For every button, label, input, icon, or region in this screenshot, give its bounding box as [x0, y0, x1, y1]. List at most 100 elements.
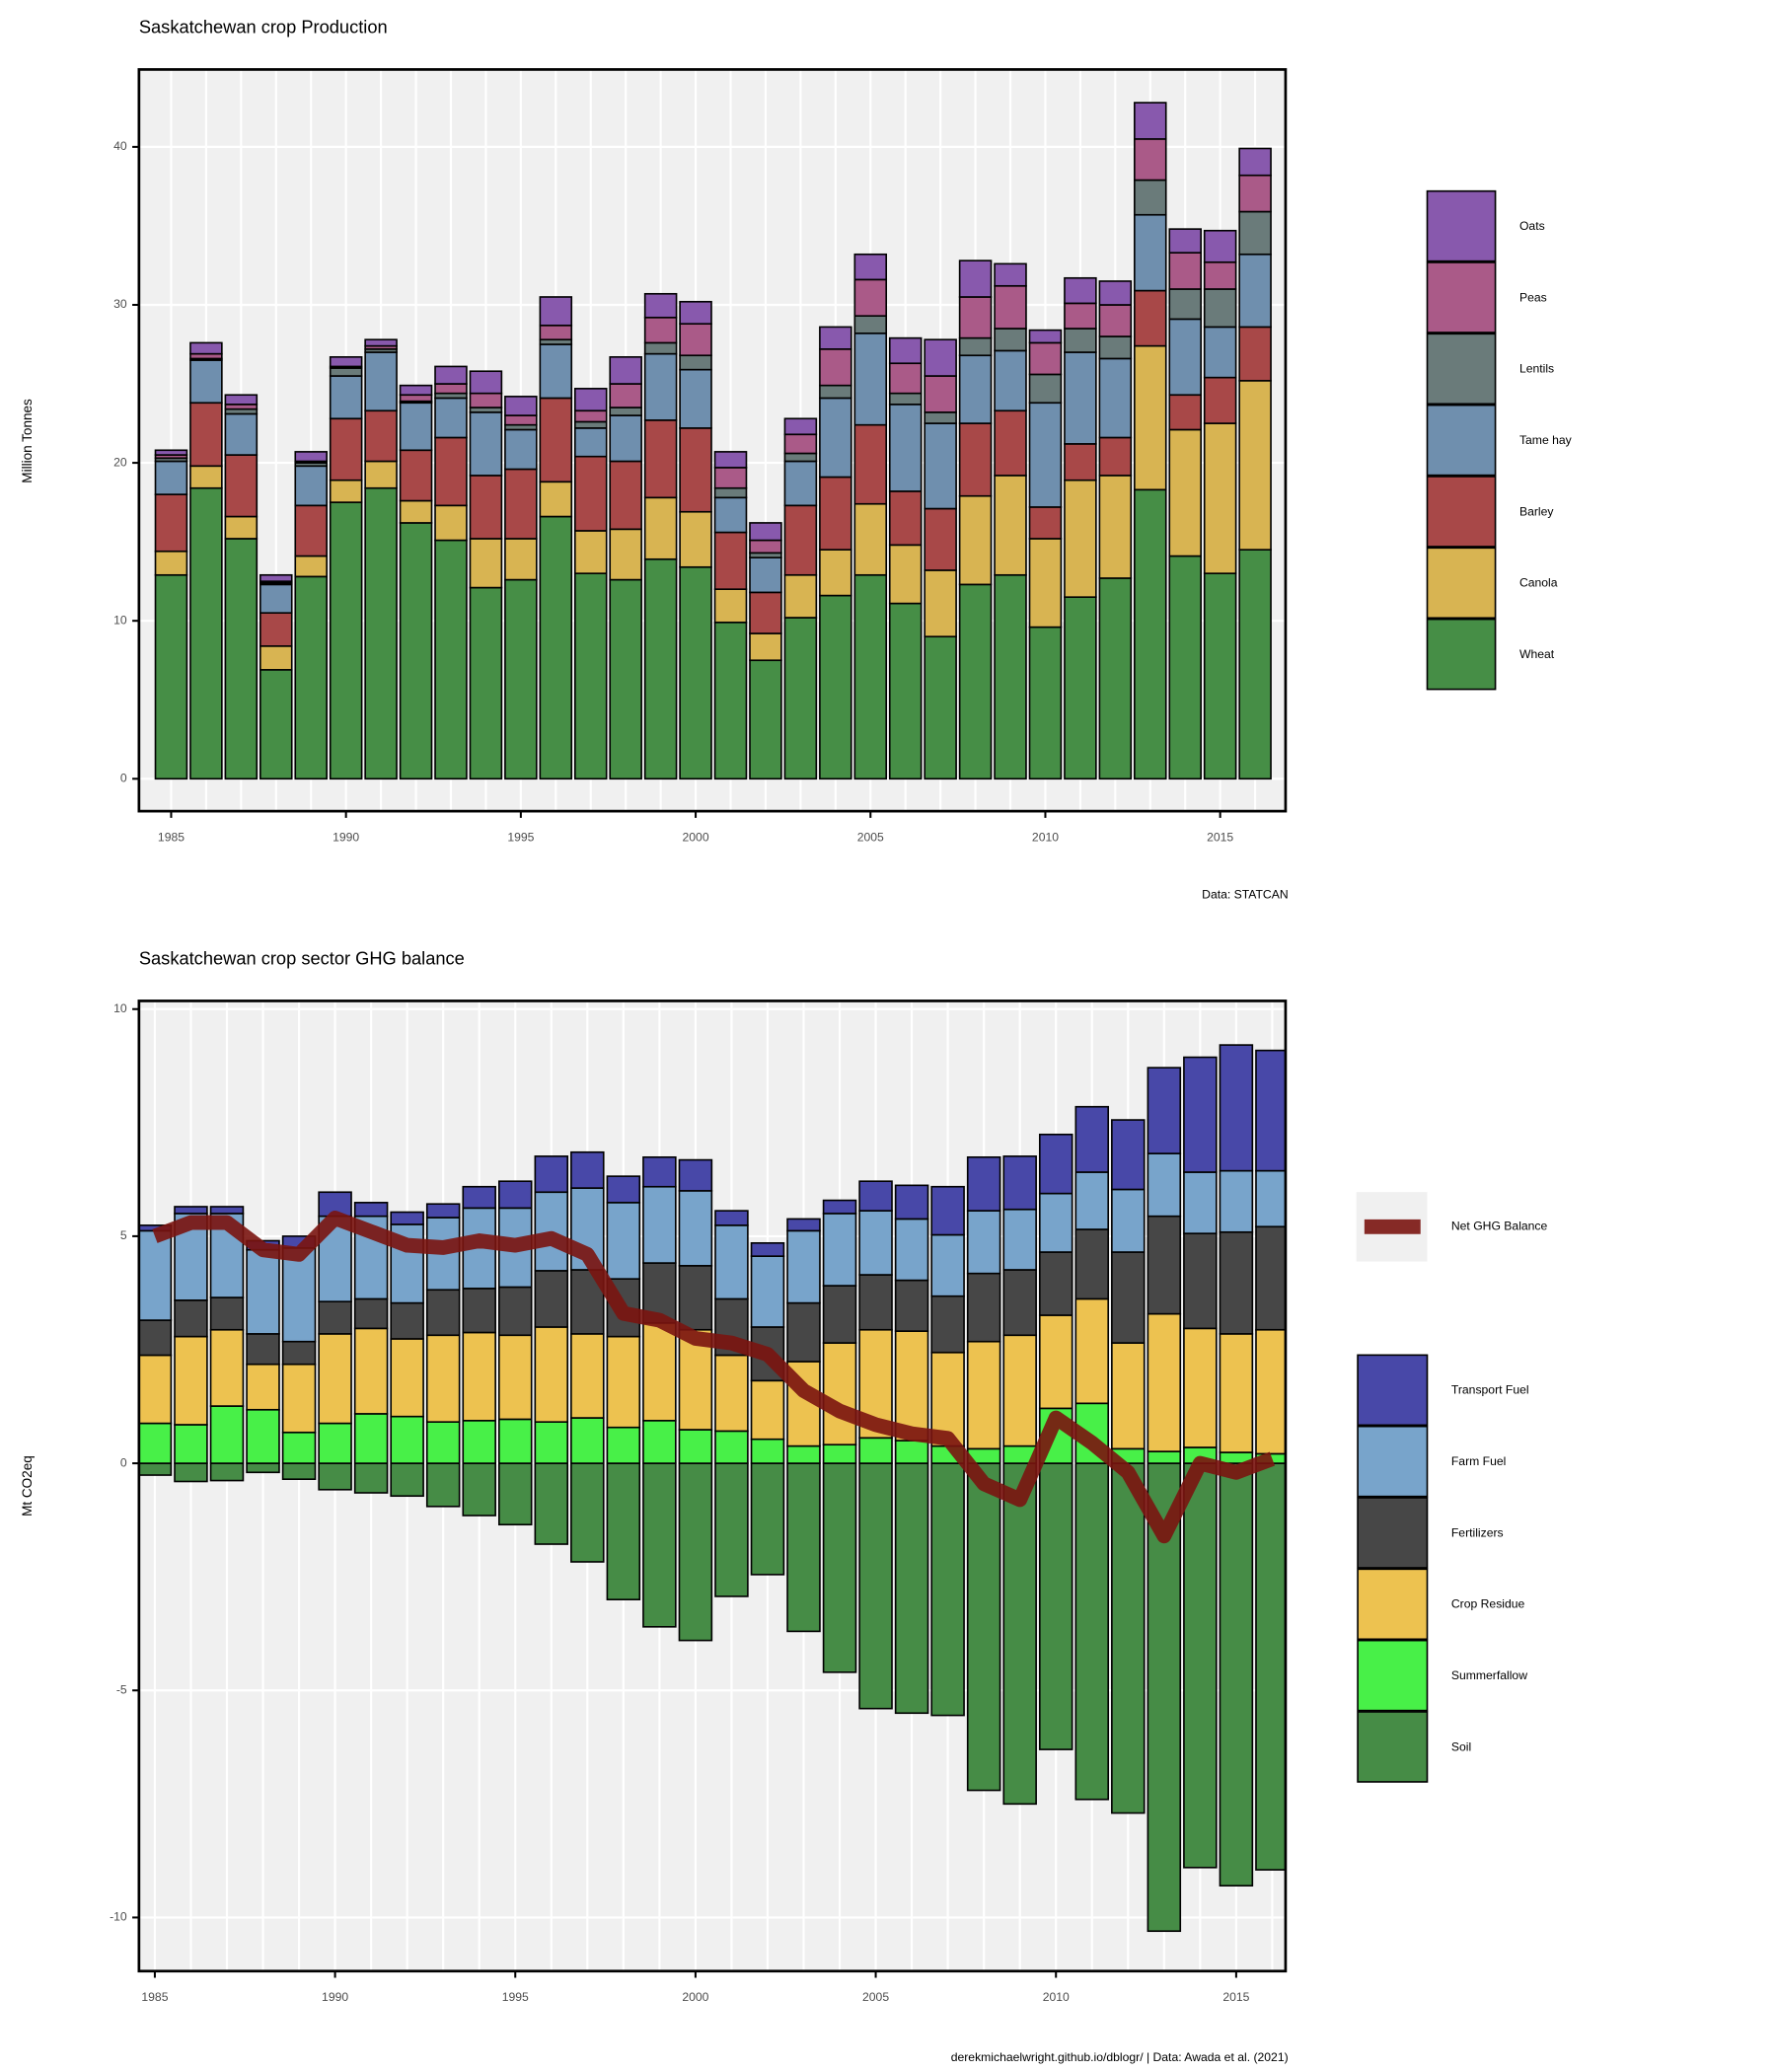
- bar: [888, 336, 923, 365]
- bar: [573, 530, 608, 574]
- bar: [1147, 1312, 1182, 1452]
- bar: [246, 1462, 280, 1474]
- bar: [679, 427, 712, 513]
- bar: [1203, 326, 1237, 379]
- bar: [888, 544, 923, 605]
- bar: [224, 515, 259, 540]
- bar: [958, 422, 993, 497]
- bar: [154, 449, 188, 456]
- bar: [209, 1405, 245, 1464]
- bar: [570, 1333, 605, 1419]
- bar: [1238, 147, 1272, 177]
- bar: [224, 538, 259, 780]
- bar: [1203, 229, 1237, 263]
- bar: [750, 1241, 785, 1257]
- bar: [353, 1202, 389, 1218]
- bar: [1219, 1333, 1254, 1453]
- bar: [209, 1328, 245, 1407]
- bar: [246, 1333, 280, 1366]
- bar: [534, 1155, 569, 1194]
- y-tick-label: 5: [120, 1228, 127, 1242]
- bar: [679, 510, 712, 568]
- bar: [853, 332, 888, 426]
- bar: [966, 1272, 1001, 1343]
- bar: [469, 370, 503, 395]
- bar: [497, 1180, 533, 1210]
- bar: [858, 1437, 893, 1464]
- bar: [1147, 1215, 1182, 1315]
- bar: [573, 427, 608, 458]
- bar: [642, 1462, 677, 1628]
- bar: [994, 284, 1027, 330]
- plot-border: [137, 68, 1288, 813]
- bar: [749, 539, 782, 555]
- bar: [1168, 318, 1202, 397]
- bar: [966, 1340, 1001, 1450]
- bar: [1074, 1105, 1110, 1173]
- bar: [318, 1300, 352, 1335]
- bar: [1134, 488, 1167, 780]
- bar: [534, 1462, 569, 1545]
- bar: [958, 494, 993, 586]
- bar: [609, 460, 642, 531]
- bar: [713, 496, 748, 534]
- bar: [434, 539, 468, 780]
- bar: [1111, 1342, 1146, 1450]
- bar: [353, 1327, 389, 1415]
- bar: [390, 1415, 424, 1464]
- bar: [1219, 1462, 1254, 1887]
- bar: [1203, 572, 1237, 780]
- bar: [930, 1295, 965, 1354]
- bar: [924, 507, 957, 571]
- legend-label: Barley: [1519, 504, 1554, 518]
- bar: [174, 1462, 208, 1483]
- y-tick-label: -5: [116, 1682, 127, 1696]
- chart-title: Saskatchewan crop sector GHG balance: [139, 947, 465, 968]
- legend-label: Crop Residue: [1451, 1597, 1525, 1611]
- bar: [1255, 1169, 1286, 1228]
- bar: [958, 336, 993, 357]
- bar: [643, 496, 678, 560]
- bar: [930, 1233, 965, 1297]
- bar: [294, 465, 328, 507]
- bar: [858, 1274, 893, 1331]
- bar: [606, 1462, 641, 1600]
- bar: [504, 428, 538, 471]
- bar: [138, 1319, 173, 1357]
- bar: [390, 1301, 424, 1340]
- bar: [858, 1210, 893, 1276]
- bar: [678, 1429, 713, 1464]
- bar: [606, 1202, 641, 1280]
- bar: [783, 417, 818, 436]
- bar: [434, 504, 468, 542]
- bar: [399, 402, 433, 452]
- bar: [1028, 402, 1063, 508]
- bar: [609, 356, 642, 385]
- bar: [469, 538, 503, 589]
- bar: [1064, 302, 1097, 330]
- bar: [154, 460, 188, 495]
- bar: [174, 1335, 208, 1426]
- bar: [1147, 1450, 1182, 1464]
- bar: [609, 407, 642, 416]
- bar: [259, 644, 293, 671]
- bar: [1168, 555, 1202, 780]
- bar: [924, 338, 957, 377]
- bar: [259, 583, 293, 615]
- bar: [259, 573, 293, 582]
- bar: [1168, 252, 1202, 290]
- bar: [1147, 1067, 1182, 1154]
- bar: [504, 578, 538, 780]
- bar: [1002, 1334, 1037, 1447]
- bar: [714, 1462, 749, 1597]
- bar: [1255, 1328, 1286, 1455]
- bar: [1098, 335, 1133, 360]
- bar: [786, 1462, 821, 1633]
- bar: [570, 1417, 605, 1464]
- legend-swatch: [1357, 1711, 1429, 1783]
- bar: [783, 617, 818, 780]
- bar: [259, 612, 293, 647]
- caption: derekmichaelwright.github.io/dblogr/ | D…: [951, 2050, 1289, 2064]
- x-tick-label: 2000: [682, 1990, 708, 2004]
- bar: [713, 467, 748, 489]
